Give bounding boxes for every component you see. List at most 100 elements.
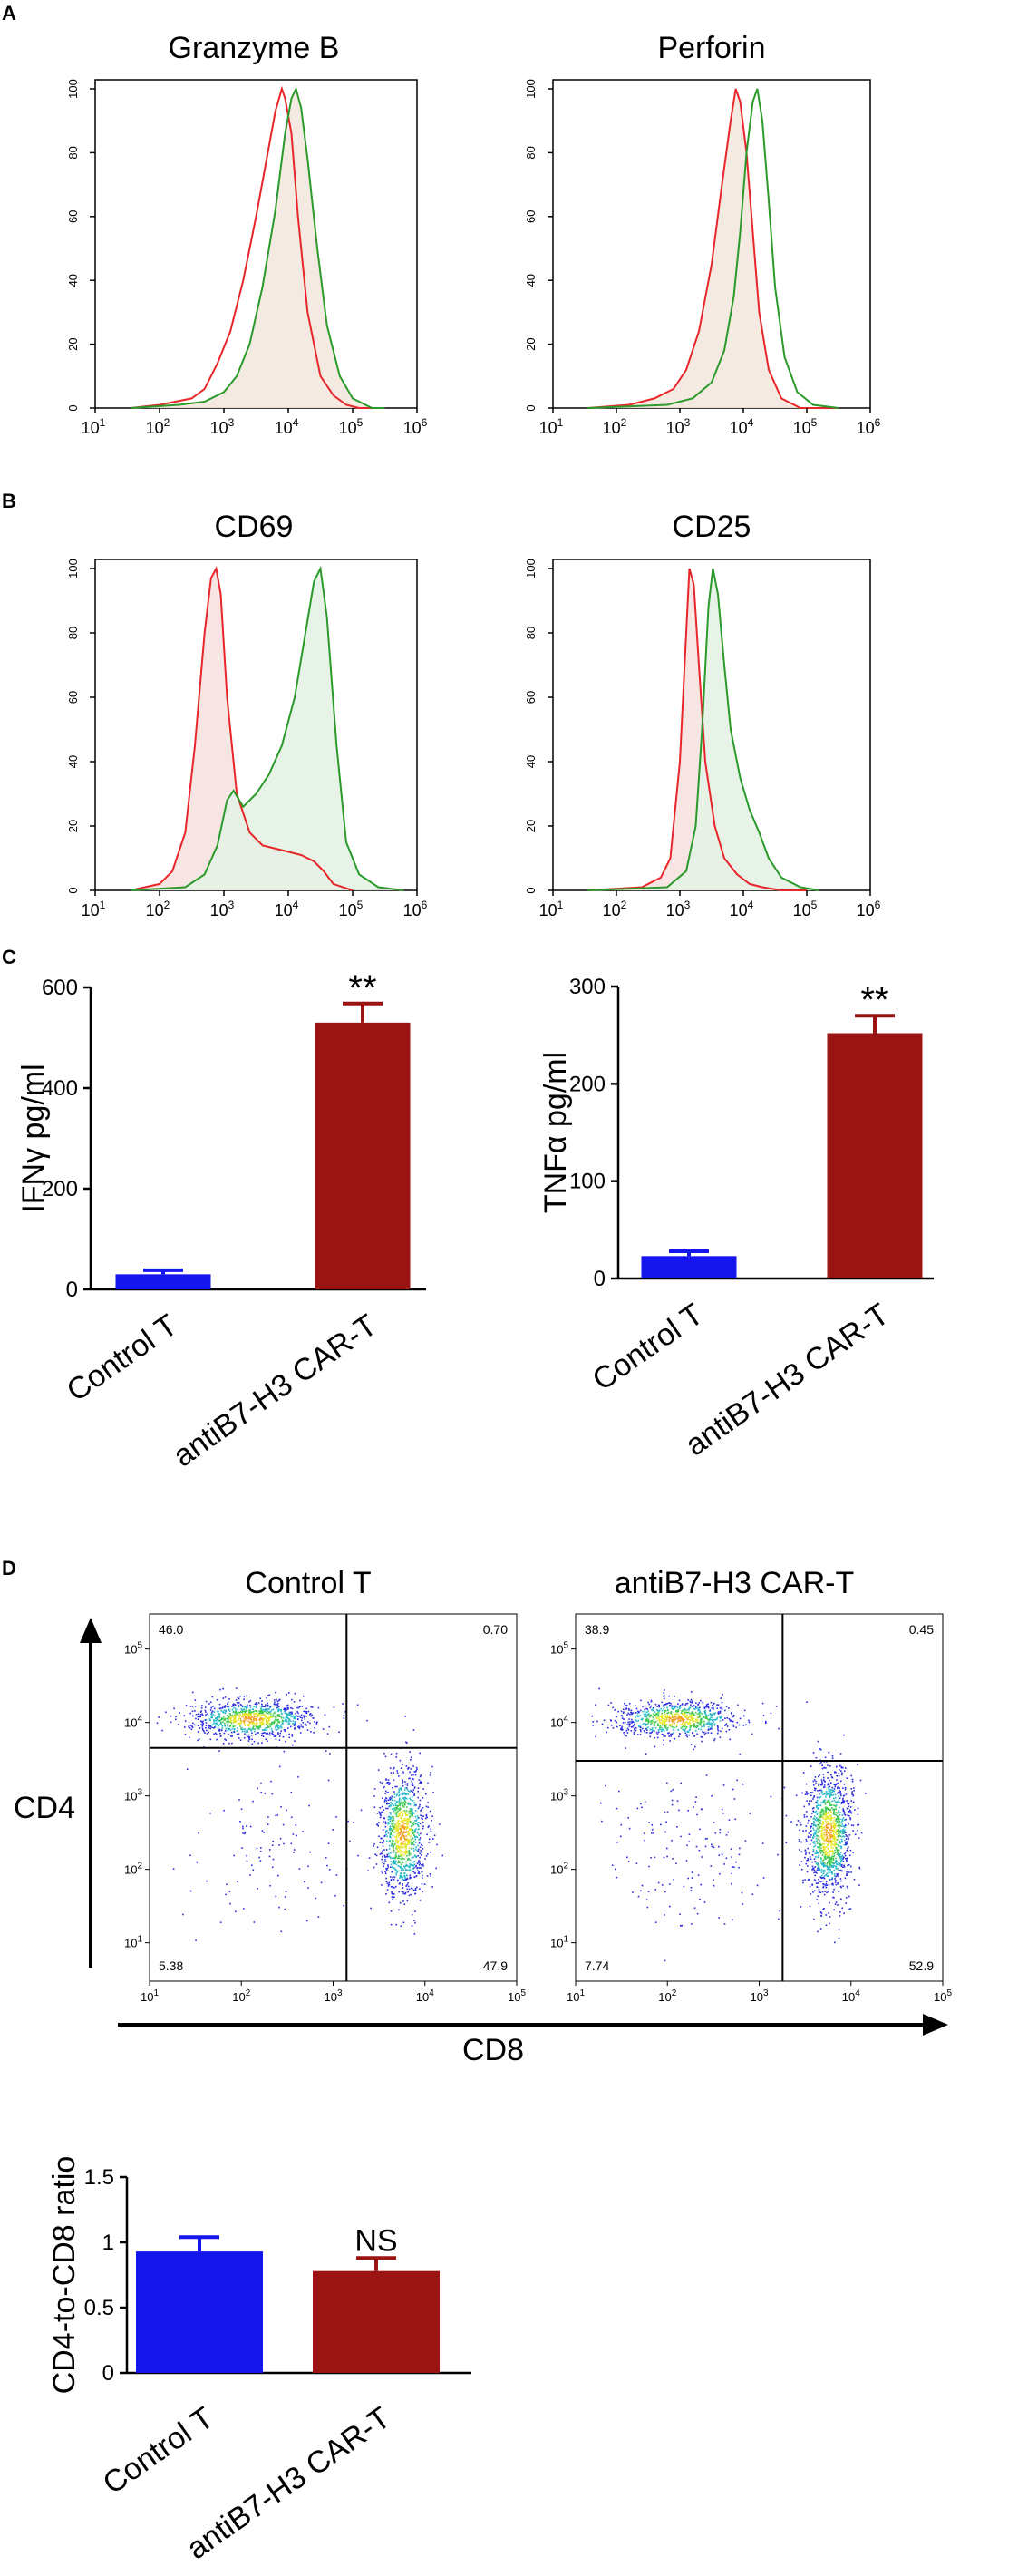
dot: [189, 1854, 191, 1857]
dot: [402, 1832, 403, 1835]
dot: [680, 1724, 683, 1725]
dot: [267, 1726, 268, 1729]
dot: [675, 1709, 677, 1712]
dot: [627, 1729, 630, 1731]
dot: [415, 1804, 417, 1806]
dot: [644, 1801, 646, 1803]
dot: [839, 1852, 842, 1853]
dot: [205, 1727, 207, 1729]
dot: [818, 1878, 819, 1881]
dot: [402, 1764, 404, 1765]
dot: [209, 1727, 211, 1730]
dot: [394, 1826, 397, 1829]
dot: [399, 1852, 402, 1854]
dot: [413, 1804, 416, 1807]
dot: [210, 1716, 212, 1719]
dot: [846, 1802, 848, 1804]
dot: [402, 1806, 405, 1808]
dot: [847, 1822, 849, 1824]
dot: [847, 1887, 849, 1890]
dot: [637, 1710, 639, 1713]
dot: [222, 1721, 224, 1724]
dot: [234, 1711, 237, 1713]
dot: [421, 1864, 422, 1866]
dot: [419, 1888, 421, 1890]
dot: [711, 1713, 713, 1716]
dot: [411, 1813, 413, 1816]
dot: [238, 1733, 240, 1735]
dot: [266, 1712, 267, 1714]
dot: [392, 1846, 394, 1848]
dot: [688, 1833, 691, 1835]
y-tick-label: 1: [102, 2231, 114, 2255]
dot: [627, 1817, 629, 1819]
dot: [295, 1723, 296, 1725]
dot: [634, 1727, 635, 1730]
dot: [416, 1817, 419, 1820]
dot: [832, 1884, 834, 1886]
histogram-fill-control: [587, 89, 839, 408]
dot: [411, 1831, 412, 1833]
dot: [813, 1832, 816, 1833]
dot: [398, 1832, 400, 1834]
dot: [819, 1827, 821, 1829]
dot: [301, 1706, 304, 1707]
dot: [381, 1782, 383, 1784]
dot: [391, 1896, 393, 1898]
dot: [652, 1709, 654, 1712]
dot: [382, 1855, 383, 1858]
dot: [269, 1725, 272, 1727]
dot: [194, 1699, 197, 1701]
dot: [418, 1805, 421, 1808]
dot: [400, 1817, 402, 1820]
dot: [277, 1706, 280, 1708]
dot: [682, 1718, 684, 1720]
dot: [829, 1811, 832, 1813]
dot: [378, 1835, 380, 1838]
dot: [240, 1720, 242, 1723]
dot: [405, 1885, 407, 1887]
dot: [832, 1837, 835, 1840]
dot: [278, 1698, 281, 1701]
dot: [156, 1722, 159, 1725]
dot: [284, 1896, 286, 1898]
dot: [416, 1831, 419, 1833]
dot: [649, 1724, 652, 1726]
dot: [281, 1713, 283, 1716]
dot: [829, 1793, 831, 1794]
dot: [238, 1702, 240, 1704]
dot: [251, 1738, 253, 1741]
dot: [401, 1827, 403, 1829]
dot: [857, 1807, 859, 1810]
dot: [836, 1783, 839, 1784]
dot: [822, 1793, 824, 1795]
dot: [843, 1802, 845, 1804]
dot: [410, 1810, 412, 1813]
dot: [644, 1710, 646, 1713]
dot: [277, 1727, 279, 1729]
dot: [701, 1725, 703, 1728]
dot: [293, 1725, 296, 1727]
dot: [407, 1865, 409, 1867]
dot: [633, 1731, 635, 1734]
dot: [414, 1820, 416, 1822]
dot: [243, 1722, 246, 1725]
dot: [840, 1869, 842, 1871]
dot: [288, 1722, 290, 1725]
dot: [398, 1841, 400, 1842]
dot: [824, 1800, 826, 1802]
dot: [670, 1703, 672, 1705]
dot: [591, 1715, 594, 1717]
dot: [813, 1842, 816, 1844]
dot: [390, 1886, 393, 1888]
dot: [696, 1713, 699, 1715]
dot: [840, 1838, 843, 1841]
dot: [722, 1813, 724, 1814]
dot: [230, 1718, 232, 1721]
dot: [271, 1723, 273, 1725]
dot: [228, 1721, 231, 1723]
dot: [666, 1715, 668, 1716]
dot: [208, 1725, 210, 1727]
dot: [413, 1803, 416, 1805]
dot: [422, 1827, 424, 1830]
